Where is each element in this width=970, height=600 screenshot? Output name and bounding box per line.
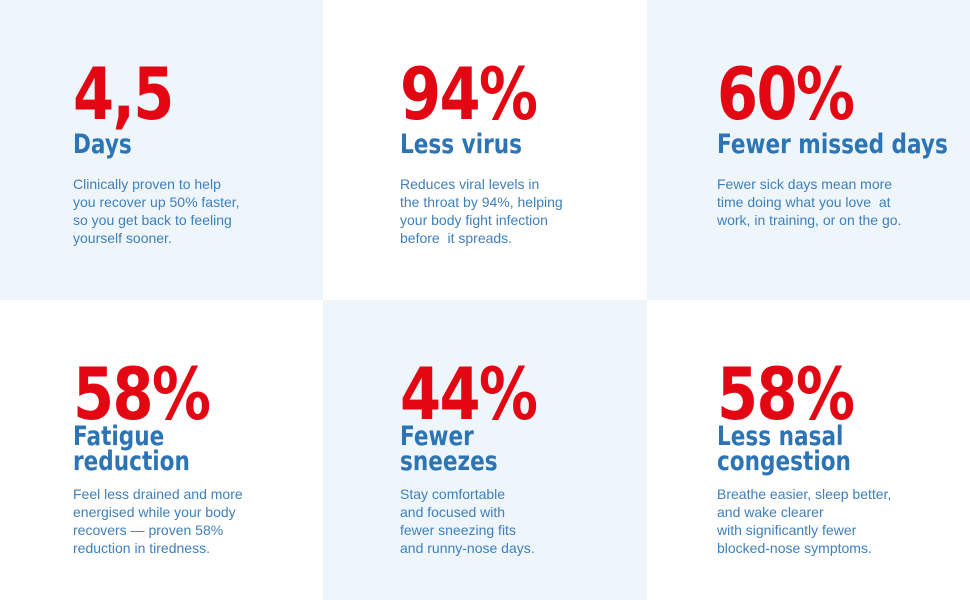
stat-card-recovery-days: 4,5 Days Clinically proven to help you r… [0, 0, 323, 300]
stat-label-line: reduction [73, 446, 190, 477]
description-line: Fewer sick days mean more [717, 176, 893, 192]
stat-label-line: congestion [717, 446, 851, 477]
stat-description: Fewer sick days mean more time doing wha… [717, 175, 947, 229]
description-line: with significantly fewer [717, 522, 857, 538]
stat-label: Less nasal congestion [717, 421, 851, 477]
description-line: the throat by 94%, helping [400, 194, 563, 210]
stat-label-line: sneezes [400, 446, 498, 477]
description-line: before it spreads. [400, 230, 513, 246]
stat-value: 60% [717, 52, 855, 136]
description-line: Breathe easier, sleep better, [717, 486, 892, 502]
stat-description: Stay comfortable and focused with fewer … [400, 485, 630, 557]
stat-label-line: Less nasal [717, 421, 844, 452]
stat-description: Breathe easier, sleep better, and wake c… [717, 485, 947, 557]
description-line: work, in training, or on the go. [717, 212, 902, 228]
stat-value: 58% [717, 352, 855, 436]
stat-label: Days [73, 129, 132, 160]
stat-card-sneezes: 44% Fewer sneezes Stay comfortable and f… [323, 300, 647, 600]
stat-label: Less virus [400, 129, 523, 160]
description-line: and runny-nose days. [400, 540, 535, 556]
description-line: time doing what you love at [717, 194, 891, 210]
stat-label-line: Less virus [400, 129, 523, 160]
description-line: reduction in tiredness. [73, 540, 210, 556]
description-line: Clinically proven to help [73, 176, 221, 192]
stat-label-line: Days [73, 129, 132, 160]
stat-card-missed-days: 60% Fewer missed days Fewer sick days me… [647, 0, 970, 300]
description-line: fewer sneezing fits [400, 522, 516, 538]
description-line: so you get back to feeling [73, 212, 232, 228]
stat-label: Fatigue reduction [73, 421, 190, 477]
stat-label-line: Fewer missed days [717, 129, 948, 160]
description-line: Feel less drained and more [73, 486, 243, 502]
description-line: yourself sooner. [73, 230, 172, 246]
stat-label: Fewer missed days [717, 129, 948, 160]
stat-card-nasal-congestion: 58% Less nasal congestion Breathe easier… [647, 300, 970, 600]
description-line: energised while your body [73, 504, 236, 520]
description-line: recovers — proven 58% [73, 522, 224, 538]
description-line: Stay comfortable [400, 486, 506, 502]
stat-description: Reduces viral levels in the throat by 94… [400, 175, 630, 247]
stat-description: Feel less drained and more energised whi… [73, 485, 303, 557]
description-line: and wake clearer [717, 504, 824, 520]
stat-value: 44% [400, 352, 538, 436]
stat-value: 4,5 [73, 52, 174, 136]
stat-label: Fewer sneezes [400, 421, 498, 477]
stat-value: 58% [73, 352, 211, 436]
stat-card-less-virus: 94% Less virus Reduces viral levels in t… [323, 0, 647, 300]
description-line: your body fight infection [400, 212, 548, 228]
description-line: blocked-nose symptoms. [717, 540, 872, 556]
stat-description: Clinically proven to help you recover up… [73, 175, 303, 247]
stat-label-line: Fatigue [73, 421, 165, 452]
description-line: Reduces viral levels in [400, 176, 540, 192]
stat-label-line: Fewer [400, 421, 474, 452]
description-line: and focused with [400, 504, 506, 520]
stat-value: 94% [400, 52, 538, 136]
description-line: you recover up 50% faster, [73, 194, 240, 210]
stat-card-fatigue: 58% Fatigue reduction Feel less drained … [0, 300, 323, 600]
